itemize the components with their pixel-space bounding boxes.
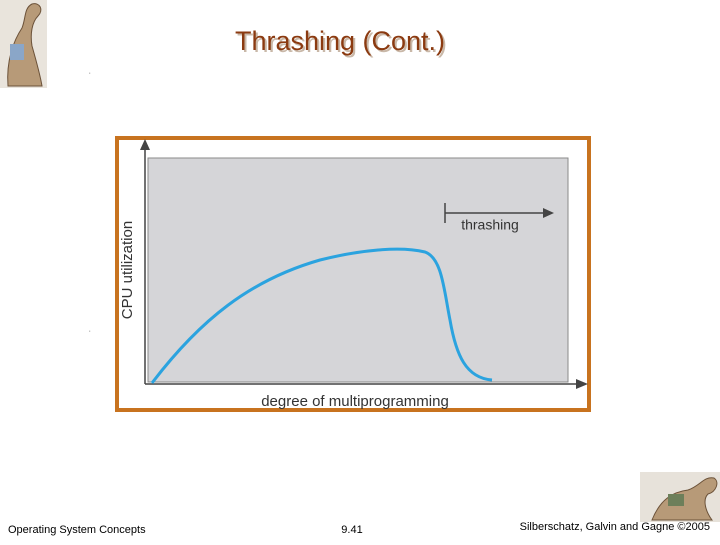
utilization-curve [150,247,493,384]
y-axis-label: CPU utilization [119,221,136,319]
plot-area [147,157,569,383]
thrashing-arrowhead [543,208,554,218]
footer-copyright: Silberschatz, Galvin and Gagne ©2005 [520,521,710,533]
logo-top [0,0,47,88]
x-arrow [576,379,588,389]
logo-bottom [640,472,720,522]
y-arrow [140,139,150,150]
title: Thrashing (Cont.) [235,26,445,56]
footer-course: Operating System Concepts [8,524,146,536]
x-axis-label: degree of multiprogramming [261,393,449,410]
annotation: thrashing [461,217,519,233]
dot: . [89,70,91,76]
figure: thrashing CPU utilization degree of mult… [115,136,591,412]
dot: . [89,328,91,334]
footer-page: 9.41 [341,524,362,536]
title-shadow: Thrashing (Cont.) [237,28,447,58]
